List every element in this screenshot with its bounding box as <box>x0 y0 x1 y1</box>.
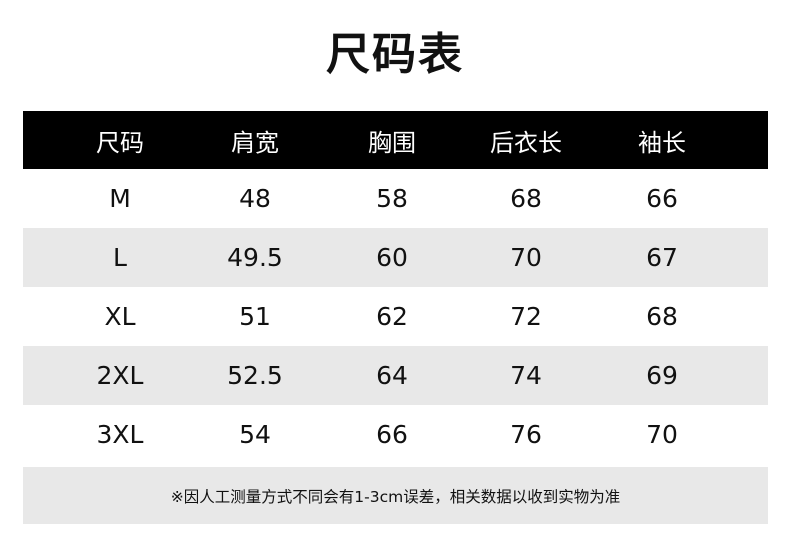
table-cell: 62 <box>376 302 408 331</box>
table-header: 尺码 肩宽 胸围 后衣长 袖长 <box>23 111 768 169</box>
column-header: 袖长 <box>638 128 686 157</box>
table-cell: 70 <box>510 243 542 272</box>
table-cell: 52.5 <box>227 361 283 390</box>
table-row: XL 51 62 72 68 <box>23 287 768 346</box>
table-cell: 51 <box>239 302 271 331</box>
table-cell: 67 <box>646 243 678 272</box>
table-cell: 49.5 <box>227 243 283 272</box>
table-cell: 76 <box>510 420 542 449</box>
column-header: 尺码 <box>96 128 144 157</box>
table-cell: 2XL <box>96 361 144 390</box>
table-cell: 69 <box>646 361 678 390</box>
table-cell: XL <box>104 302 136 331</box>
table-cell: 68 <box>510 184 542 213</box>
footnote: ※因人工测量方式不同会有1-3cm误差，相关数据以收到实物为准 <box>23 467 768 524</box>
table-cell: 58 <box>376 184 408 213</box>
table-cell: 48 <box>239 184 271 213</box>
table-cell: 66 <box>376 420 408 449</box>
table-cell: 70 <box>646 420 678 449</box>
table-row: L 49.5 60 70 67 <box>23 228 768 287</box>
column-header: 后衣长 <box>490 128 562 157</box>
column-header: 肩宽 <box>231 128 279 157</box>
table-cell: 64 <box>376 361 408 390</box>
table-row: M 48 58 68 66 <box>23 169 768 228</box>
table-cell: 66 <box>646 184 678 213</box>
table-cell: L <box>113 243 127 272</box>
table-cell: 3XL <box>96 420 144 449</box>
size-table: 尺码 肩宽 胸围 后衣长 袖长 M 48 58 68 66 L 49.5 60 70 67 XL 51 62 72 6… <box>23 111 768 464</box>
table-cell: M <box>109 184 131 213</box>
table-row: 2XL 52.5 64 74 69 <box>23 346 768 405</box>
column-header: 胸围 <box>368 128 416 157</box>
table-row: 3XL 54 66 76 70 <box>23 405 768 464</box>
table-cell: 74 <box>510 361 542 390</box>
table-cell: 60 <box>376 243 408 272</box>
table-cell: 68 <box>646 302 678 331</box>
page-title: 尺码表 <box>326 29 464 80</box>
table-cell: 72 <box>510 302 542 331</box>
table-cell: 54 <box>239 420 271 449</box>
